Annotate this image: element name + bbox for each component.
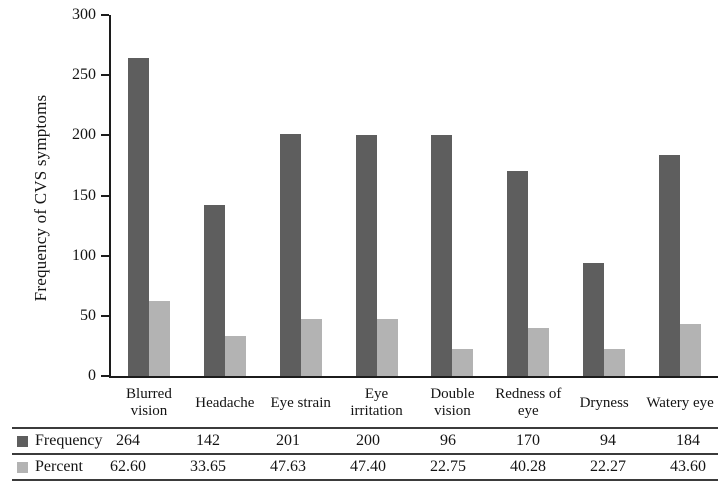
- table-value: 40.28: [510, 458, 546, 475]
- x-tick-label-blurred-vision: Blurred vision: [126, 386, 172, 419]
- plot-area: 300 250 200 150 100 50 0: [72, 6, 718, 384]
- y-tick-mark: [101, 194, 109, 197]
- category-slot-blurred-vision: [111, 15, 187, 376]
- y-tick-label-0: 0: [88, 367, 96, 384]
- table-value: 201: [276, 432, 300, 449]
- table-rule-top: [12, 427, 718, 429]
- y-tick-label-200: 200: [72, 126, 96, 144]
- table-value: 170: [516, 432, 540, 449]
- y-tick-label-300: 300: [72, 6, 96, 23]
- table-row-frequency: Frequency 264 142 201 200 96 170 94 184: [12, 429, 728, 453]
- y-tick-mark: [101, 74, 109, 77]
- y-axis-title: Frequency of CVS symptoms: [31, 94, 50, 302]
- table-value: 96: [440, 432, 456, 449]
- frequency-swatch-icon: [17, 435, 28, 447]
- x-tick-label-redness-of-eye: Redness of eye: [495, 386, 562, 419]
- y-tick-label-50: 50: [80, 306, 96, 324]
- table-row-percent: Percent 62.60 33.65 47.63 47.40 22.75 40.28 22.…: [12, 455, 728, 479]
- table-value: 43.60: [670, 458, 706, 475]
- category-slot-watery-eye: [642, 15, 718, 376]
- category-slot-eye-strain: [263, 15, 339, 376]
- x-tick-label-eye-strain: Eye strain: [270, 394, 331, 411]
- bar-frequency-double-vision: [431, 135, 453, 376]
- y-tick-label-150: 150: [72, 186, 96, 204]
- x-tick-label-double-vision: Double vision: [430, 386, 475, 419]
- table-value: 142: [196, 432, 220, 449]
- x-tick-label-dryness: Dryness: [579, 394, 629, 411]
- bar-frequency-dryness: [583, 262, 605, 376]
- category-slot-dryness: [566, 15, 642, 376]
- bar-percent-redness-of-eye: [528, 327, 550, 376]
- bar-percent-headache: [224, 335, 246, 376]
- table-value: 47.40: [350, 458, 386, 475]
- table-value: 94: [600, 432, 616, 449]
- category-slot-headache: [187, 15, 263, 376]
- category-slot-redness-of-eye: [490, 15, 566, 376]
- series-label: Frequency: [35, 432, 103, 449]
- category-slot-eye-irritation: [339, 15, 415, 376]
- y-tick-label-250: 250: [72, 66, 96, 84]
- y-tick-label-100: 100: [72, 246, 96, 264]
- bar-percent-eye-irritation: [376, 319, 398, 376]
- y-tick-mark: [101, 14, 109, 16]
- bars-container: [111, 15, 718, 376]
- bar-frequency-headache: [203, 205, 225, 376]
- bar-frequency-eye-strain: [279, 134, 301, 376]
- table-value: 62.60: [110, 458, 146, 475]
- x-tick-label-eye-irritation: Eye irritation: [350, 386, 403, 419]
- table-value: 200: [356, 432, 380, 449]
- bar-percent-dryness: [604, 349, 626, 376]
- legend-cell-percent: Percent: [12, 458, 88, 476]
- table-value: 22.27: [590, 458, 626, 475]
- table-rule-middle: [12, 453, 718, 455]
- bar-percent-watery-eye: [680, 323, 702, 376]
- y-tick-mark: [101, 134, 109, 137]
- x-tick-label-headache: Headache: [195, 394, 255, 411]
- bar-percent-eye-strain: [300, 318, 322, 376]
- table-value: 47.63: [270, 458, 306, 475]
- bar-percent-blurred-vision: [148, 300, 170, 376]
- x-axis-labels: Blurred vision Headache Eye strain Eye irri…: [111, 381, 718, 425]
- y-tick-mark: [101, 314, 109, 317]
- table-value: 33.65: [190, 458, 226, 475]
- table-value: 22.75: [430, 458, 466, 475]
- y-tick-mark: [101, 375, 109, 377]
- series-label: Percent: [35, 458, 83, 475]
- bar-frequency-blurred-vision: [127, 58, 149, 376]
- bar-frequency-eye-irritation: [355, 135, 377, 376]
- x-tick-label-watery-eye: Watery eye: [646, 394, 714, 411]
- data-table: Frequency 264 142 201 200 96 170 94 184 Percent 62…: [12, 427, 728, 481]
- table-rule-bottom: [12, 479, 718, 481]
- category-slot-double-vision: [415, 15, 491, 376]
- bar-frequency-redness-of-eye: [507, 171, 529, 376]
- percent-swatch-icon: [17, 461, 28, 473]
- table-value: 264: [116, 432, 140, 449]
- bar-percent-double-vision: [452, 348, 474, 376]
- legend-cell-frequency: Frequency: [12, 432, 103, 450]
- table-value: 184: [676, 432, 700, 449]
- y-tick-mark: [101, 254, 109, 257]
- bar-frequency-watery-eye: [659, 154, 681, 376]
